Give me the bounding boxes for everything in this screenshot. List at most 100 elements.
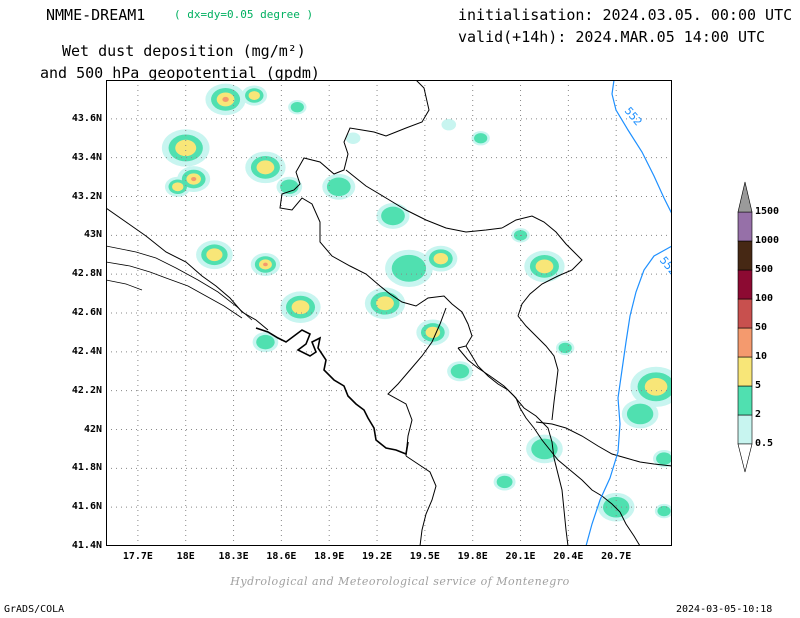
latitude-label: 41.6N (71, 501, 102, 513)
colorbar-segment (737, 211, 753, 242)
deposition-area (345, 132, 361, 144)
map-frame (106, 80, 672, 546)
footer-software: GrADS/COLA (4, 604, 65, 615)
deposition-area (531, 438, 558, 460)
footer-timestamp: 2024-03-05-10:18 (676, 604, 773, 615)
latitude-label: 42.6N (71, 307, 102, 318)
latitude-label: 41.4N (71, 540, 102, 551)
colorbar-level-label: 2 (755, 409, 762, 420)
model-name: NMME-DREAM1 (46, 6, 146, 24)
coastline-path (255, 327, 409, 456)
longitude-label: 18E (176, 551, 195, 562)
colorbar-level-label: 50 (755, 322, 768, 333)
latitude-label: 41.8N (71, 462, 102, 474)
deposition-area (425, 326, 441, 339)
deposition-shading (161, 83, 672, 522)
border-kosovo-east (517, 315, 559, 421)
deposition-area (657, 505, 671, 517)
coast-line-2 (106, 261, 243, 319)
colorbar-level-label: 1500 (755, 206, 780, 217)
deposition-area (206, 248, 223, 262)
border-kosovo-north (501, 215, 583, 317)
contour-552-line (611, 80, 672, 215)
deposition-area (248, 91, 260, 100)
deposition-area (644, 377, 668, 396)
deposition-area (626, 403, 654, 425)
map-title-line2: and 500 hPa geopotential (gpdm) (40, 64, 320, 82)
deposition-area (474, 133, 488, 144)
deposition-area (450, 364, 470, 379)
adriatic-coastline (255, 327, 409, 456)
country-borders (106, 80, 672, 546)
deposition-area (222, 96, 229, 102)
longitude-label: 18.3E (218, 551, 249, 562)
border-montenegro-serbia (279, 80, 473, 349)
deposition-area (256, 334, 275, 350)
colorbar-level-label: 500 (755, 264, 774, 275)
coast-line-1 (106, 245, 253, 321)
colorbar-top-arrow (737, 181, 753, 213)
border-south-albania (405, 455, 437, 546)
longitude-label: 20.7E (601, 551, 632, 562)
colorbar-level-label: 100 (755, 293, 774, 304)
longitude-label: 18.9E (314, 551, 345, 562)
longitude-label: 20.1E (505, 551, 536, 562)
deposition-area (558, 342, 572, 354)
colorbar (737, 181, 753, 473)
deposition-area (381, 206, 405, 226)
colorbar-segment (737, 240, 753, 271)
colorbar-bottom-arrow (737, 443, 753, 473)
latitude-label: 43.2N (71, 190, 102, 202)
deposition-area (290, 102, 304, 113)
colorbar-segment (737, 298, 753, 329)
deposition-area (326, 177, 351, 197)
deposition-area (263, 262, 268, 267)
deposition-area (656, 452, 672, 465)
coast-line-3 (106, 279, 143, 291)
colorbar-segment (737, 414, 753, 445)
valid-time: valid(+14h): 2024.MAR.05 14:00 UTC (458, 28, 766, 46)
contour-value-label: 552 (657, 254, 672, 278)
dalmatian-coast (106, 245, 253, 321)
latitude-label: 42.4N (71, 345, 102, 357)
grid-resolution: ( dx=dy=0.05 degree ) (174, 8, 314, 21)
longitude-label: 17.7E (122, 551, 153, 562)
border-kosovo-albania (457, 347, 569, 546)
longitude-label: 19.8E (457, 551, 488, 562)
latitude-label: 43N (83, 229, 102, 241)
colorbar-segment (737, 385, 753, 416)
latitude-label: 43.6N (71, 112, 102, 124)
latitude-label: 42.2N (71, 384, 102, 396)
longitude-label: 18.6E (266, 551, 297, 562)
deposition-area (256, 160, 275, 175)
deposition-area (496, 475, 513, 489)
credit-text: Hydrological and Meteorological service … (230, 575, 570, 588)
border-bosnia-montenegro (106, 207, 269, 331)
deposition-area (441, 118, 457, 131)
contour-552-line-2 (585, 245, 672, 546)
colorbar-level-label: 1000 (755, 235, 780, 246)
deposition-area (291, 300, 310, 315)
longitude-label: 19.5E (409, 551, 440, 562)
deposition-area (175, 139, 197, 157)
border-albania (387, 307, 447, 457)
colorbar-level-label: 10 (755, 351, 768, 362)
geopotential-contour-552 (585, 80, 672, 546)
colorbar-level-label: 5 (755, 380, 762, 391)
initialisation-time: initialisation: 2024.03.05. 00:00 UTC (458, 6, 793, 24)
deposition-area (172, 182, 184, 192)
border-serbia-kosovo (465, 345, 641, 546)
colorbar-segment (737, 327, 753, 358)
deposition-area (376, 296, 394, 311)
latitude-label: 42.8N (71, 268, 102, 280)
colorbar-level-label: 0.5 (755, 438, 774, 449)
colorbar-segment (737, 269, 753, 300)
deposition-area (535, 259, 554, 274)
colorbar-segment (737, 356, 753, 387)
map-title-line1: Wet dust deposition (mg/m²) (62, 42, 306, 60)
longitude-label: 20.4E (553, 551, 584, 562)
latitude-label: 43.4N (71, 151, 102, 163)
deposition-area (433, 252, 449, 265)
